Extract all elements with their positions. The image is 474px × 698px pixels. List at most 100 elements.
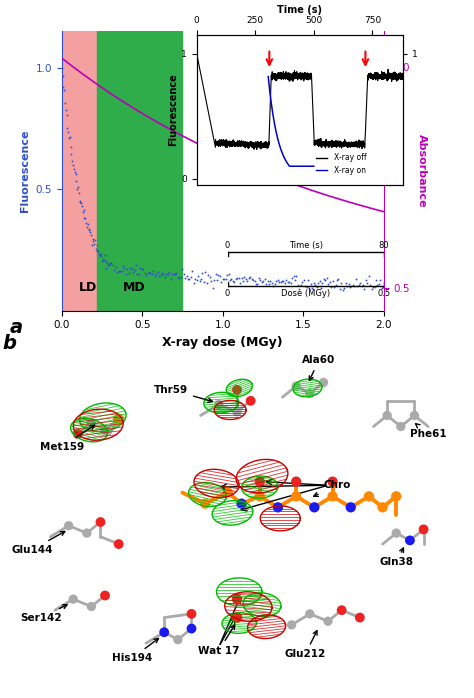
- Point: [189, 265, 196, 276]
- Point: [105, 260, 112, 271]
- Point: [68, 149, 75, 160]
- Point: [324, 616, 332, 627]
- Point: [95, 248, 103, 260]
- Point: [60, 84, 68, 95]
- Text: Ser142: Ser142: [20, 604, 67, 623]
- Point: [146, 267, 154, 279]
- Point: [337, 277, 345, 288]
- Point: [256, 491, 264, 502]
- Point: [73, 184, 81, 195]
- Point: [64, 126, 72, 138]
- Point: [215, 269, 222, 281]
- Point: [271, 279, 279, 290]
- Point: [69, 156, 76, 167]
- Point: [248, 274, 255, 285]
- Y-axis label: Fluorescence: Fluorescence: [168, 73, 178, 147]
- Point: [296, 283, 303, 295]
- Point: [134, 269, 141, 280]
- Point: [309, 283, 316, 294]
- Point: [383, 410, 391, 421]
- Point: [160, 627, 168, 638]
- Point: [262, 279, 270, 290]
- Point: [86, 227, 94, 238]
- Point: [201, 498, 209, 510]
- Point: [265, 279, 273, 290]
- Text: a: a: [9, 318, 23, 336]
- Point: [325, 279, 332, 290]
- Point: [106, 259, 114, 270]
- Point: [267, 276, 274, 287]
- Point: [275, 276, 283, 288]
- Point: [127, 263, 134, 274]
- Point: [82, 212, 89, 223]
- Point: [67, 141, 74, 152]
- Point: [292, 271, 300, 282]
- Point: [330, 282, 338, 293]
- Point: [338, 604, 346, 616]
- Point: [354, 281, 361, 292]
- Point: [372, 274, 380, 285]
- Point: [218, 276, 225, 288]
- Point: [323, 272, 331, 283]
- Point: [329, 275, 337, 286]
- Point: [237, 277, 244, 288]
- Point: [307, 278, 315, 289]
- Point: [113, 267, 121, 278]
- Point: [273, 276, 280, 287]
- Point: [256, 476, 264, 487]
- Point: [219, 273, 227, 284]
- Point: [144, 267, 151, 279]
- Point: [319, 277, 326, 288]
- X-axis label: Time (s): Time (s): [277, 6, 322, 15]
- Point: [233, 272, 241, 283]
- Point: [392, 491, 400, 502]
- Point: [139, 264, 147, 275]
- Point: [97, 248, 104, 260]
- Point: [328, 281, 335, 292]
- Point: [87, 230, 95, 241]
- Text: Thr59: Thr59: [154, 385, 212, 402]
- Point: [406, 535, 414, 546]
- Point: [58, 63, 65, 74]
- Point: [364, 277, 371, 288]
- Point: [88, 239, 96, 251]
- Point: [199, 267, 206, 279]
- Point: [224, 487, 232, 498]
- Point: [76, 195, 83, 207]
- Point: [297, 280, 305, 291]
- Point: [119, 261, 127, 272]
- Point: [161, 272, 169, 283]
- Point: [225, 268, 232, 279]
- Point: [242, 274, 250, 285]
- Point: [311, 279, 319, 290]
- Text: Gln38: Gln38: [379, 548, 413, 567]
- Point: [226, 275, 234, 286]
- Point: [303, 281, 310, 292]
- Text: 0: 0: [225, 288, 230, 297]
- Point: [233, 406, 241, 417]
- Point: [74, 181, 82, 193]
- Text: Ala60: Ala60: [302, 355, 336, 380]
- Point: [69, 593, 77, 604]
- Point: [182, 272, 189, 283]
- Point: [304, 274, 312, 285]
- Point: [259, 276, 267, 287]
- Point: [206, 272, 213, 283]
- Text: 80: 80: [379, 241, 389, 250]
- Point: [72, 169, 79, 180]
- Bar: [97, 31, 182, 311]
- Point: [77, 197, 85, 208]
- Point: [125, 268, 133, 279]
- Point: [306, 608, 314, 619]
- Point: [150, 266, 157, 277]
- Point: [200, 276, 208, 288]
- Point: [128, 264, 136, 275]
- Point: [287, 277, 294, 288]
- Point: [112, 262, 119, 273]
- Point: [193, 274, 201, 285]
- Point: [154, 267, 162, 278]
- Point: [170, 268, 177, 279]
- Point: [356, 277, 364, 288]
- Point: [292, 491, 300, 502]
- Point: [397, 421, 405, 432]
